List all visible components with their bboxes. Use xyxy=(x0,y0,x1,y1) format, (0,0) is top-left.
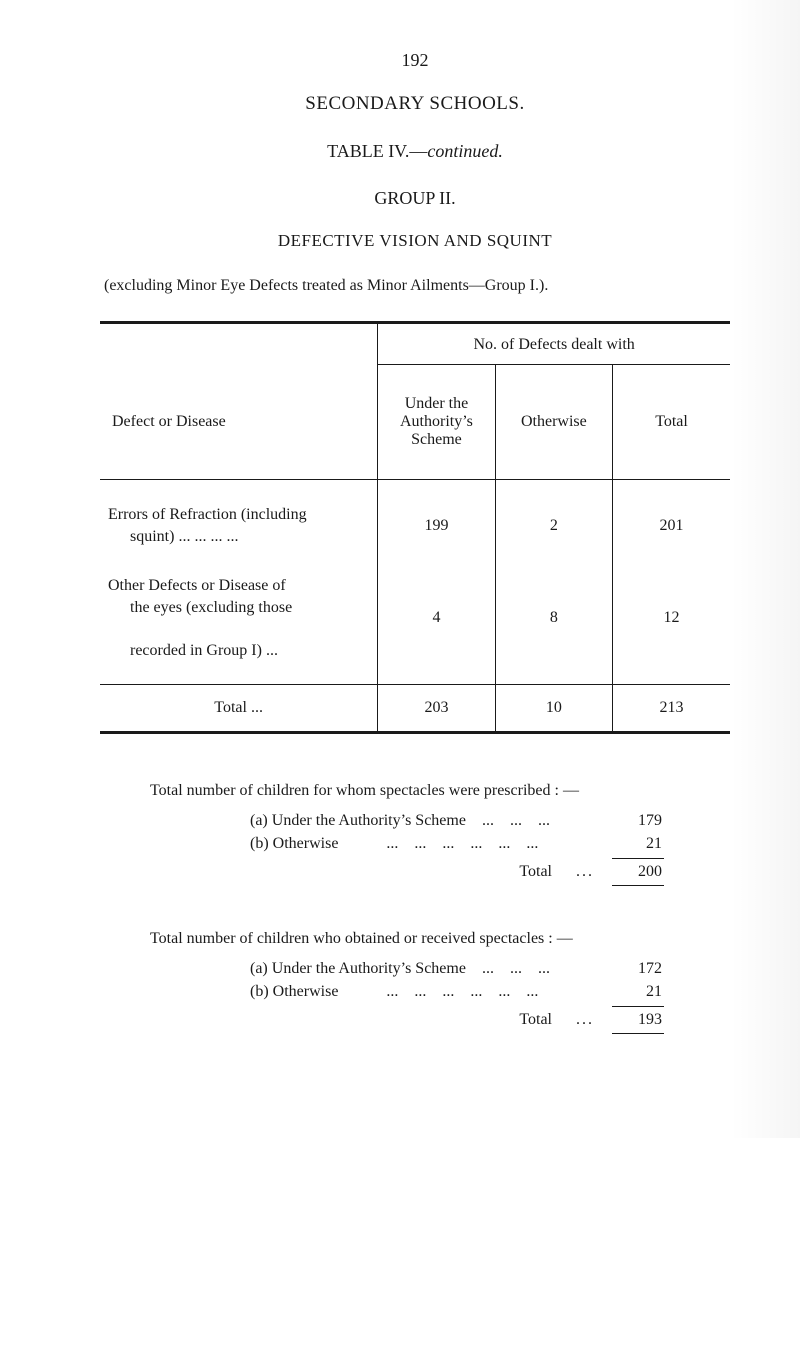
prescribed-lead: Total number of children for whom specta… xyxy=(100,782,730,800)
title-main: SECONDARY SCHOOLS. xyxy=(100,93,730,115)
rule-icon xyxy=(612,1006,664,1007)
total-label: Total xyxy=(519,1011,552,1029)
obtained-b-value: 21 xyxy=(618,983,662,1001)
rule-icon xyxy=(612,858,664,859)
obtained-block: Total number of children who obtained or… xyxy=(100,930,730,1034)
prescribed-a-value: 179 xyxy=(618,812,662,830)
col-label-2: Total xyxy=(655,413,688,430)
cell: 201 xyxy=(613,480,730,558)
col-label-1: Otherwise xyxy=(521,413,587,430)
prescribed-block: Total number of children for whom specta… xyxy=(100,782,730,886)
obtained-total-value: 193 xyxy=(618,1011,662,1029)
title-sub-italic: continued. xyxy=(427,141,502,161)
dots-icon: ... xyxy=(576,1011,594,1029)
table-rowhead-label: Defect or Disease xyxy=(100,365,378,480)
obtained-lead: Total number of children who obtained or… xyxy=(100,930,730,948)
page-number: 192 xyxy=(100,50,730,71)
cell: 12 xyxy=(613,557,730,684)
table-col-0: Under the Authority’s Scheme xyxy=(378,365,495,480)
table-row: Other Defects or Disease of the eyes (ex… xyxy=(100,557,378,684)
prescribed-total-value: 200 xyxy=(618,863,662,881)
list-item: (a) Under the Authority’s Scheme ... ...… xyxy=(100,812,730,830)
obtained-b-label: (b) Otherwise ... ... ... ... ... ... xyxy=(250,983,538,1001)
cell: 4 xyxy=(378,557,495,684)
table-stub-blank xyxy=(100,323,378,365)
title-sub: TABLE IV.—continued. xyxy=(100,141,730,162)
rule-icon xyxy=(612,885,664,886)
title-sub-prefix: TABLE IV.— xyxy=(327,141,427,161)
prescribed-a-label: (a) Under the Authority’s Scheme ... ...… xyxy=(250,812,550,830)
list-item: (a) Under the Authority’s Scheme ... ...… xyxy=(100,960,730,978)
cell: 8 xyxy=(495,557,612,684)
row1-line2: the eyes (excluding those xyxy=(108,597,369,619)
obtained-a-label: (a) Under the Authority’s Scheme ... ...… xyxy=(250,960,550,978)
caption-line: (excluding Minor Eye Defects treated as … xyxy=(100,277,730,295)
col-label-0: Under the Authority’s Scheme xyxy=(400,395,473,448)
row1-line3: recorded in Group I) ... xyxy=(108,640,369,662)
cell: 199 xyxy=(378,480,495,558)
rule-icon xyxy=(612,1033,664,1034)
list-item: (b) Otherwise ... ... ... ... ... ... 21 xyxy=(100,983,730,1001)
group-line: GROUP II. xyxy=(100,188,730,209)
total-label: Total xyxy=(519,863,552,881)
prescribed-b-label: (b) Otherwise ... ... ... ... ... ... xyxy=(250,835,538,853)
obtained-total: Total ... 193 xyxy=(100,1011,730,1029)
cell: 203 xyxy=(378,684,495,732)
cell: 10 xyxy=(495,684,612,732)
subject-line: DEFECTIVE VISION AND SQUINT xyxy=(100,231,730,251)
prescribed-b-value: 21 xyxy=(618,835,662,853)
dots-icon: ... xyxy=(576,863,594,881)
table-row: Errors of Refraction (including squint) … xyxy=(100,480,378,558)
row1-line1: Other Defects or Disease of xyxy=(108,577,286,594)
row0-line1: Errors of Refraction (including xyxy=(108,506,307,523)
cell: 213 xyxy=(613,684,730,732)
table-span-header: No. of Defects dealt with xyxy=(378,323,730,365)
table-total-label: Total ... xyxy=(100,684,378,732)
cell: 2 xyxy=(495,480,612,558)
obtained-a-value: 172 xyxy=(618,960,662,978)
table-col-2: Total xyxy=(613,365,730,480)
prescribed-total: Total ... 200 xyxy=(100,863,730,881)
document-page: 192 SECONDARY SCHOOLS. TABLE IV.—continu… xyxy=(0,0,800,1138)
defects-table: No. of Defects dealt with Defect or Dise… xyxy=(100,321,730,734)
list-item: (b) Otherwise ... ... ... ... ... ... 21 xyxy=(100,835,730,853)
row0-line2: squint) ... ... ... ... xyxy=(108,526,369,548)
table-col-1: Otherwise xyxy=(495,365,612,480)
page-edge-shadow xyxy=(730,0,800,1138)
